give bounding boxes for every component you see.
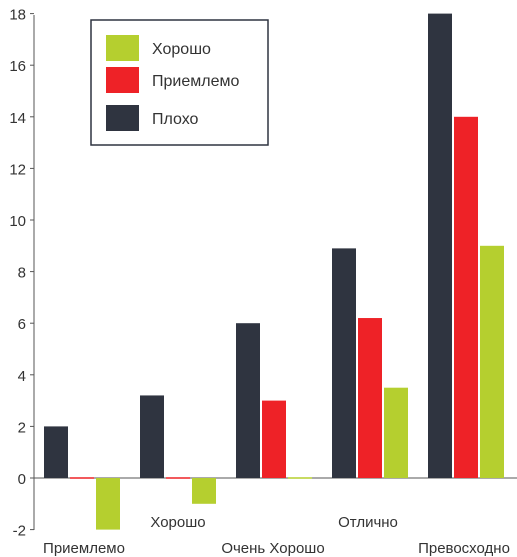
bar-3-3 <box>288 477 312 479</box>
bar-3-1 <box>96 478 120 530</box>
bar-1-1 <box>44 426 68 478</box>
y-tick-label: 14 <box>9 110 26 127</box>
x-tick-label: Отлично <box>338 514 398 531</box>
legend-label-1: Хорошо <box>152 41 211 58</box>
bar-2-2 <box>166 477 190 479</box>
bar-2-5 <box>454 116 478 479</box>
y-tick-label: -2 <box>13 523 26 540</box>
x-axis-labels: Приемлемо Хорошо Очень Хорошо Отлично Превос… <box>43 514 510 557</box>
y-tick-label: 16 <box>9 58 26 75</box>
x-tick-label: Превосходно <box>418 540 510 557</box>
bar-1-5 <box>428 13 452 478</box>
bar-2-4 <box>358 318 382 478</box>
x-tick-label: Приемлемо <box>43 540 125 557</box>
bar-1-3 <box>236 323 260 478</box>
y-tick-label: 0 <box>18 471 26 488</box>
legend-swatch-1 <box>106 35 139 61</box>
y-tick-label: 2 <box>18 419 26 436</box>
bar-2-3 <box>262 400 286 478</box>
legend-swatch-3 <box>106 105 139 131</box>
bar-series <box>44 13 504 530</box>
y-tick-label: 4 <box>18 368 26 385</box>
y-tick-label: 6 <box>18 316 26 333</box>
legend-label-3: Плохо <box>152 111 199 128</box>
y-tick-label: 10 <box>9 213 26 230</box>
y-axis-ticks: -2 0 2 4 6 8 10 12 14 16 18 <box>9 7 34 540</box>
bar-3-2 <box>192 478 216 504</box>
legend-swatch-2 <box>106 67 139 93</box>
y-tick-label: 8 <box>18 265 26 282</box>
bar-2-1 <box>70 477 94 479</box>
legend-label-2: Приемлемо <box>152 73 239 90</box>
x-tick-label: Хорошо <box>150 514 205 531</box>
y-tick-label: 18 <box>9 7 26 24</box>
bar-3-4 <box>384 387 408 478</box>
bar-1-2 <box>140 395 164 478</box>
bar-1-4 <box>332 248 356 478</box>
x-tick-label: Очень Хорошо <box>221 540 324 557</box>
bar-3-5 <box>480 245 504 478</box>
legend: Хорошо Приемлемо Плохо <box>90 19 269 146</box>
y-tick-label: 12 <box>9 161 26 178</box>
